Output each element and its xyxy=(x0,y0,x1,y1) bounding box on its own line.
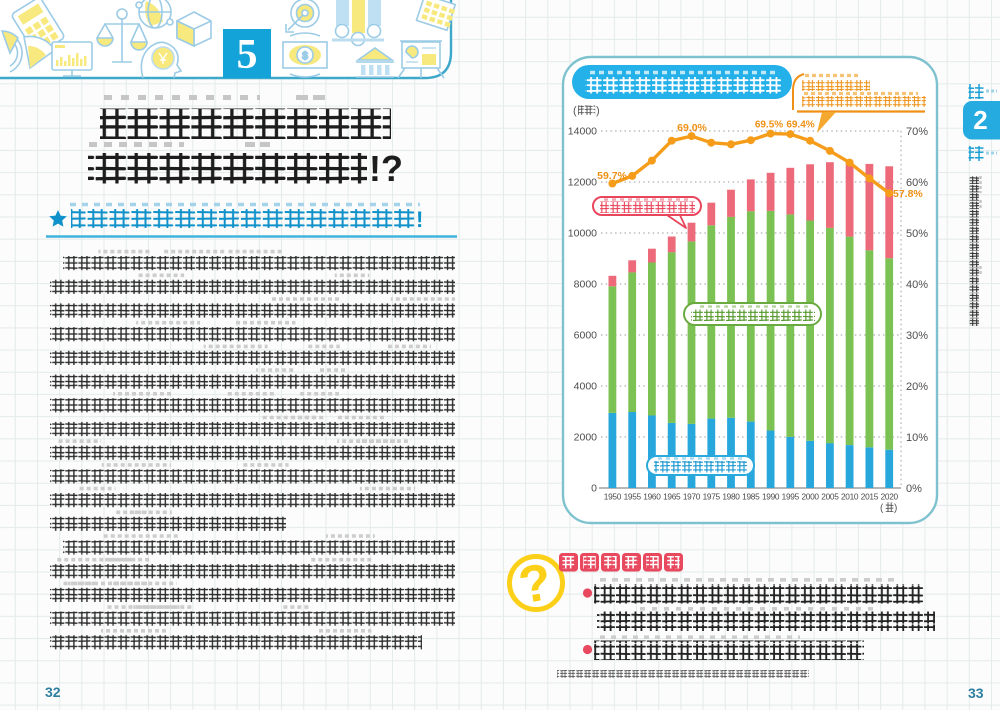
svg-text:0%: 0% xyxy=(906,483,922,495)
svg-text:): ) xyxy=(894,503,897,514)
svg-text:2000: 2000 xyxy=(574,432,598,444)
svg-text:2000: 2000 xyxy=(801,492,819,502)
svg-text:12000: 12000 xyxy=(568,177,597,189)
svg-text:69.4%: 69.4% xyxy=(786,120,814,131)
svg-text:(: ( xyxy=(880,503,884,514)
svg-text:1960: 1960 xyxy=(643,492,661,502)
svg-text:4000: 4000 xyxy=(574,381,598,393)
svg-text:1970: 1970 xyxy=(683,492,701,502)
svg-text:40%: 40% xyxy=(906,279,928,291)
svg-text:50%: 50% xyxy=(906,228,928,240)
svg-text:6000: 6000 xyxy=(574,330,598,342)
svg-text:30%: 30% xyxy=(906,330,928,342)
svg-text:60%: 60% xyxy=(906,177,928,189)
svg-text:1985: 1985 xyxy=(742,492,760,502)
svg-text:1975: 1975 xyxy=(703,492,721,502)
svg-text:2005: 2005 xyxy=(821,492,839,502)
svg-text:0: 0 xyxy=(591,483,597,495)
svg-text:69.5%: 69.5% xyxy=(755,120,783,131)
svg-text:20%: 20% xyxy=(906,381,928,393)
svg-text:59.7%: 59.7% xyxy=(597,170,627,182)
svg-text:2: 2 xyxy=(973,105,987,135)
svg-text:32: 32 xyxy=(45,684,61,700)
svg-text:1990: 1990 xyxy=(762,492,780,502)
svg-text:!?: !? xyxy=(369,148,403,189)
svg-text:1980: 1980 xyxy=(722,492,740,502)
svg-text:1995: 1995 xyxy=(782,492,800,502)
svg-text:2015: 2015 xyxy=(861,492,879,502)
svg-text:10%: 10% xyxy=(906,432,928,444)
svg-text:33: 33 xyxy=(968,685,984,701)
svg-text:2010: 2010 xyxy=(841,492,859,502)
svg-text:5: 5 xyxy=(237,32,258,78)
svg-text:1950: 1950 xyxy=(604,492,622,502)
svg-text:57.8%: 57.8% xyxy=(893,188,923,200)
svg-text:(: ( xyxy=(573,105,577,117)
svg-text:1965: 1965 xyxy=(663,492,681,502)
svg-text:10000: 10000 xyxy=(568,228,597,240)
svg-text:2020: 2020 xyxy=(881,492,899,502)
svg-text:70%: 70% xyxy=(906,126,928,138)
svg-text:$: $ xyxy=(302,51,308,62)
svg-text:): ) xyxy=(596,105,600,117)
svg-text:14000: 14000 xyxy=(568,126,597,138)
svg-text:69.0%: 69.0% xyxy=(677,122,707,134)
svg-text:1955: 1955 xyxy=(624,492,642,502)
svg-text:!: ! xyxy=(416,207,423,232)
svg-text:8000: 8000 xyxy=(574,279,598,291)
